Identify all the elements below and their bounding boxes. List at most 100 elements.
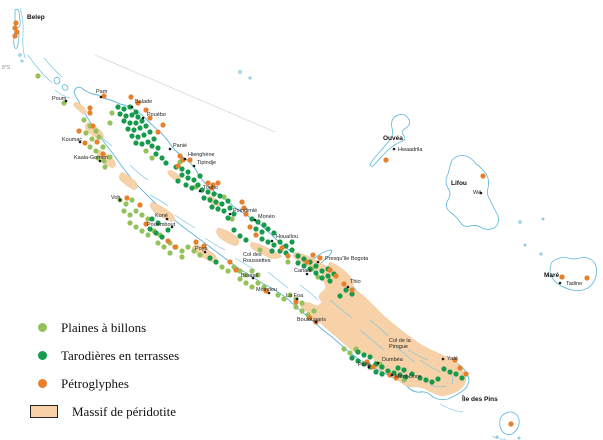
plaines-dot [299,308,305,314]
petroglyphes-dot [293,299,299,305]
petroglyphes-dot [100,151,106,157]
tarodieres-dot [283,243,289,249]
town-dot [170,225,174,229]
town-label: Thio [350,279,361,285]
legend-label-tarodieres: Tarodières en terrasses [61,347,180,363]
town-dot [390,373,394,377]
town-dot [165,217,169,221]
tarodieres-dot [183,182,189,188]
petroglyphes-dot [333,273,339,279]
petroglyphes-dot [263,288,269,294]
plaines-dot [311,308,317,314]
legend-dot-petroglyphes [38,379,47,388]
plaines-dot [127,212,133,218]
petroglyphes-dot [279,245,285,251]
tarodieres-dot [355,349,361,355]
tarodieres-dot [379,371,385,377]
tarodieres-dot [143,123,149,129]
tarodieres-dot [237,233,243,239]
island-name-label: Ouvéa [383,135,403,142]
tarodieres-dot [217,193,223,199]
petroglyphes-dot [241,205,247,211]
tarodieres-dot [249,216,255,222]
plaines-dot [257,247,263,253]
legend: Plaines à billons Tarodières en terrasses… [30,318,179,421]
town-label: Touho [203,185,218,191]
town-label: Pam [96,89,108,95]
town-dot [192,164,196,168]
plaines-dot [123,201,129,207]
tarodieres-dot [225,198,231,204]
petroglyphes-dot [364,359,370,365]
plaines-dot [249,268,255,274]
tarodieres-dot [205,189,211,195]
tarodieres-dot [343,287,349,293]
tarodieres-dot [155,145,161,151]
petroglyphes-dot [193,239,199,245]
tarodieres-dot [327,278,333,284]
plaines-dot [133,208,139,214]
town-dot [203,250,207,254]
tarodieres-dot [213,259,219,265]
plaines-dot [237,268,243,274]
petroglyphes-dot [172,244,178,250]
plaines-dot [179,248,185,254]
legend-label-petroglyphes: Pétroglyphes [61,375,129,391]
plaines-dot [219,264,225,270]
plaines-dot [35,73,41,79]
plaines-dot [179,254,185,260]
tarodieres-dot [151,136,157,142]
town-label: Col des Roussettes [243,252,271,264]
town-dot [78,140,82,144]
plaines-dot [347,350,353,356]
town-dot [441,357,445,361]
plaines-dot [249,284,255,290]
tarodieres-dot [271,242,277,248]
town-label: Tadine [566,281,582,287]
petroglyphes-dot [227,259,233,265]
tarodieres-dot [129,133,135,139]
town-label: Tipindje [197,160,216,166]
petroglyphes-dot [307,315,313,321]
tarodieres-dot [201,195,207,201]
town-label: Koumac [62,137,82,143]
town-markers: Poum Pam Balade Pouébo Koumac Kaala-Gomen Pani… [52,89,582,380]
town-label: Yaté [447,356,458,362]
tarodieres-dot [189,185,195,191]
legend-dot-tarodieres [38,351,47,360]
town-dot [168,147,172,151]
island-name-label: Maré [544,272,560,279]
town-label: Bourail [241,273,258,279]
petroglyphes-dot [480,173,486,179]
petroglyphes-dot [14,29,20,35]
plaines-dot [129,197,135,203]
plaines-dot [255,280,261,286]
tarodieres-dot [209,204,215,210]
petroglyphes-dot [143,107,149,113]
tarodieres-dot [139,141,145,147]
plaines-dot [96,134,102,140]
tarodieres-dot [125,126,131,132]
town-dot [316,260,320,264]
tarodieres-dot [227,205,233,211]
town-label: Canala [294,268,312,274]
town-label: Hienghène [188,152,215,158]
plaines-dot [155,240,161,246]
plaines-dot [101,158,107,164]
tarodieres-dot [429,379,435,385]
town-label: Voh [111,195,120,201]
town-label: Wé [473,190,481,196]
plaines-dot [127,220,133,226]
petroglyphes-dot [584,275,590,281]
tarodieres-dot [131,127,137,133]
town-dot [118,198,122,202]
plaines-dot [255,272,261,278]
town-dot [253,218,257,222]
island-name-label: Île des Pins [461,394,498,403]
tarodieres-dot [133,109,139,115]
tarodieres-dot [395,365,401,371]
town-dot [376,361,380,365]
tarodieres-dot [277,239,283,245]
town-dot [251,276,255,280]
